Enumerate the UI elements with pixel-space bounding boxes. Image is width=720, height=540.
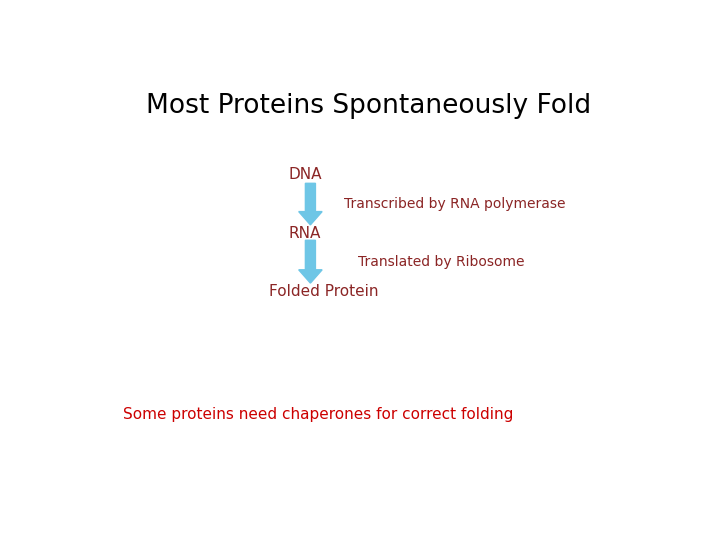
Text: Some proteins need chaperones for correct folding: Some proteins need chaperones for correc… bbox=[124, 407, 514, 422]
Text: Folded Protein: Folded Protein bbox=[269, 284, 378, 299]
FancyArrow shape bbox=[299, 183, 322, 225]
Text: Transcribed by RNA polymerase: Transcribed by RNA polymerase bbox=[344, 197, 565, 211]
Text: DNA: DNA bbox=[288, 167, 322, 183]
Text: RNA: RNA bbox=[288, 226, 320, 241]
Text: Most Proteins Spontaneously Fold: Most Proteins Spontaneously Fold bbox=[146, 93, 592, 119]
Text: Translated by Ribosome: Translated by Ribosome bbox=[358, 255, 524, 269]
FancyArrow shape bbox=[299, 240, 322, 283]
